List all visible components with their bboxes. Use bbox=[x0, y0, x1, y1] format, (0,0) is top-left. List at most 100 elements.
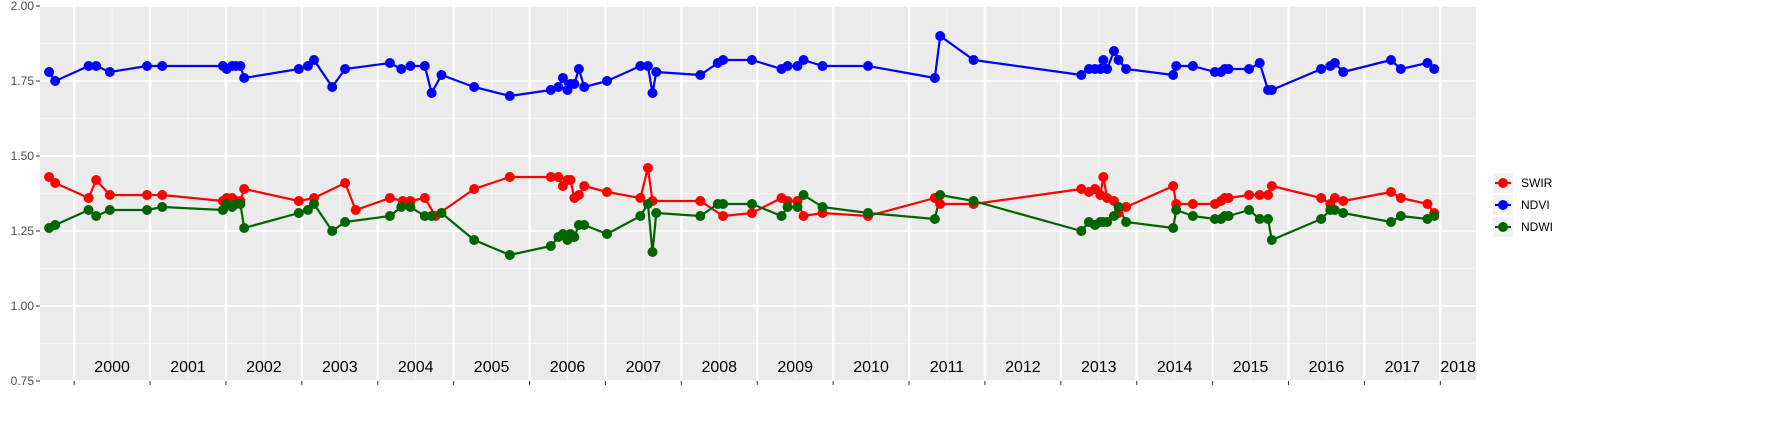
ndvi-point bbox=[426, 88, 437, 98]
swir-point bbox=[350, 205, 361, 215]
swir-point bbox=[1338, 196, 1349, 206]
grid-major bbox=[40, 5, 1476, 382]
swir-point bbox=[545, 172, 556, 182]
ndwi-point bbox=[426, 211, 437, 221]
ndwi-point bbox=[635, 211, 646, 221]
ndwi-point bbox=[1168, 223, 1179, 233]
legend-marker-swir bbox=[1498, 178, 1508, 188]
ndwi-point bbox=[1266, 235, 1277, 245]
ndwi-point bbox=[929, 214, 940, 224]
ndwi-point bbox=[293, 208, 304, 218]
year-label: 2007 bbox=[626, 359, 662, 376]
ndvi-point bbox=[1429, 64, 1440, 74]
ndvi-point bbox=[1171, 61, 1182, 71]
ndvi-point bbox=[1102, 64, 1113, 74]
y-tick-label: 1.75 bbox=[11, 74, 35, 88]
ndvi-point bbox=[642, 61, 653, 71]
ndwi-point bbox=[817, 202, 828, 212]
year-label: 2008 bbox=[701, 359, 737, 376]
swir-point bbox=[157, 190, 168, 200]
swir-point bbox=[695, 196, 706, 206]
x-axis bbox=[73, 381, 1441, 385]
ndvi-point bbox=[1385, 55, 1396, 65]
ndwi-point bbox=[396, 202, 407, 212]
ndwi-point bbox=[239, 223, 250, 233]
ndwi-point bbox=[1171, 205, 1182, 215]
ndvi-point bbox=[1244, 64, 1255, 74]
ndvi-point bbox=[293, 64, 304, 74]
ndvi-point bbox=[792, 61, 803, 71]
y-tick-label: 1.00 bbox=[11, 299, 35, 313]
year-label: 2017 bbox=[1385, 359, 1421, 376]
ndvi-point bbox=[302, 61, 313, 71]
ndwi-point bbox=[792, 202, 803, 212]
ndwi-point bbox=[1395, 211, 1406, 221]
ndwi-point bbox=[1385, 217, 1396, 227]
ndvi-point bbox=[573, 64, 584, 74]
ndwi-point bbox=[601, 229, 612, 239]
ndwi-point bbox=[1429, 211, 1440, 221]
ndvi-point bbox=[1395, 64, 1406, 74]
ndwi-point bbox=[647, 247, 658, 257]
legend-marker-ndvi bbox=[1498, 200, 1508, 210]
swir-point bbox=[91, 175, 102, 185]
year-label: 2009 bbox=[777, 359, 813, 376]
ndwi-point bbox=[340, 217, 351, 227]
ndwi-point bbox=[1329, 205, 1340, 215]
ndvi-point bbox=[308, 55, 319, 65]
year-label: 2002 bbox=[246, 359, 282, 376]
ndwi-point bbox=[1187, 211, 1198, 221]
swir-point bbox=[293, 196, 304, 206]
year-label: 2006 bbox=[550, 359, 586, 376]
ndvi-point bbox=[746, 55, 757, 65]
ndvi-point bbox=[1316, 64, 1327, 74]
ndwi-point bbox=[405, 202, 416, 212]
ndwi-point bbox=[83, 205, 94, 215]
ndwi-point bbox=[569, 232, 580, 242]
ndvi-point bbox=[545, 85, 556, 95]
swir-point bbox=[642, 163, 653, 173]
swir-point bbox=[469, 184, 480, 194]
year-labels: 2000 2001 2002 2003 2004 2005 2006 2007 2008 2009… bbox=[94, 359, 1476, 376]
ndwi-point bbox=[504, 250, 515, 260]
series-layer bbox=[44, 31, 1440, 260]
swir-point bbox=[579, 181, 590, 191]
ndwi-point bbox=[1102, 217, 1113, 227]
ndwi-point bbox=[104, 205, 115, 215]
year-label: 2014 bbox=[1157, 359, 1193, 376]
swir-point bbox=[1121, 202, 1132, 212]
ndwi-point bbox=[695, 211, 706, 221]
ndvi-point bbox=[718, 55, 729, 65]
ndwi-point bbox=[384, 211, 395, 221]
ndvi-point bbox=[1254, 58, 1265, 68]
legend-label-ndwi: NDWI bbox=[1521, 220, 1553, 234]
y-tick-label: 1.25 bbox=[11, 224, 35, 238]
ndwi-point bbox=[718, 199, 729, 209]
legend-marker-ndwi bbox=[1498, 222, 1508, 232]
year-label: 2018 bbox=[1440, 359, 1476, 376]
ndvi-point bbox=[935, 31, 946, 41]
ndvi-point bbox=[50, 76, 61, 86]
ndwi-point bbox=[469, 235, 480, 245]
ndvi-point bbox=[1108, 46, 1119, 56]
year-label: 2012 bbox=[1005, 359, 1041, 376]
ndwi-point bbox=[50, 220, 61, 230]
ndvi-point bbox=[647, 88, 658, 98]
ndvi-point bbox=[327, 82, 338, 92]
year-label: 2011 bbox=[930, 359, 965, 376]
ndwi-point bbox=[1244, 205, 1255, 215]
swir-point bbox=[1422, 199, 1433, 209]
y-axis: 0.75 1.00 1.25 1.50 1.75 2.00 bbox=[11, 0, 40, 388]
ndvi-point bbox=[104, 67, 115, 77]
ndvi-point bbox=[569, 79, 580, 89]
ndvi-point bbox=[1098, 55, 1109, 65]
ndvi-point bbox=[798, 55, 809, 65]
ndwi-point bbox=[1338, 208, 1349, 218]
ndwi-point bbox=[1076, 226, 1087, 236]
ndvi-point bbox=[396, 64, 407, 74]
ndvi-point bbox=[340, 64, 351, 74]
y-tick-label: 1.50 bbox=[11, 149, 35, 163]
ndwi-point bbox=[642, 199, 653, 209]
ndvi-point bbox=[929, 73, 940, 83]
